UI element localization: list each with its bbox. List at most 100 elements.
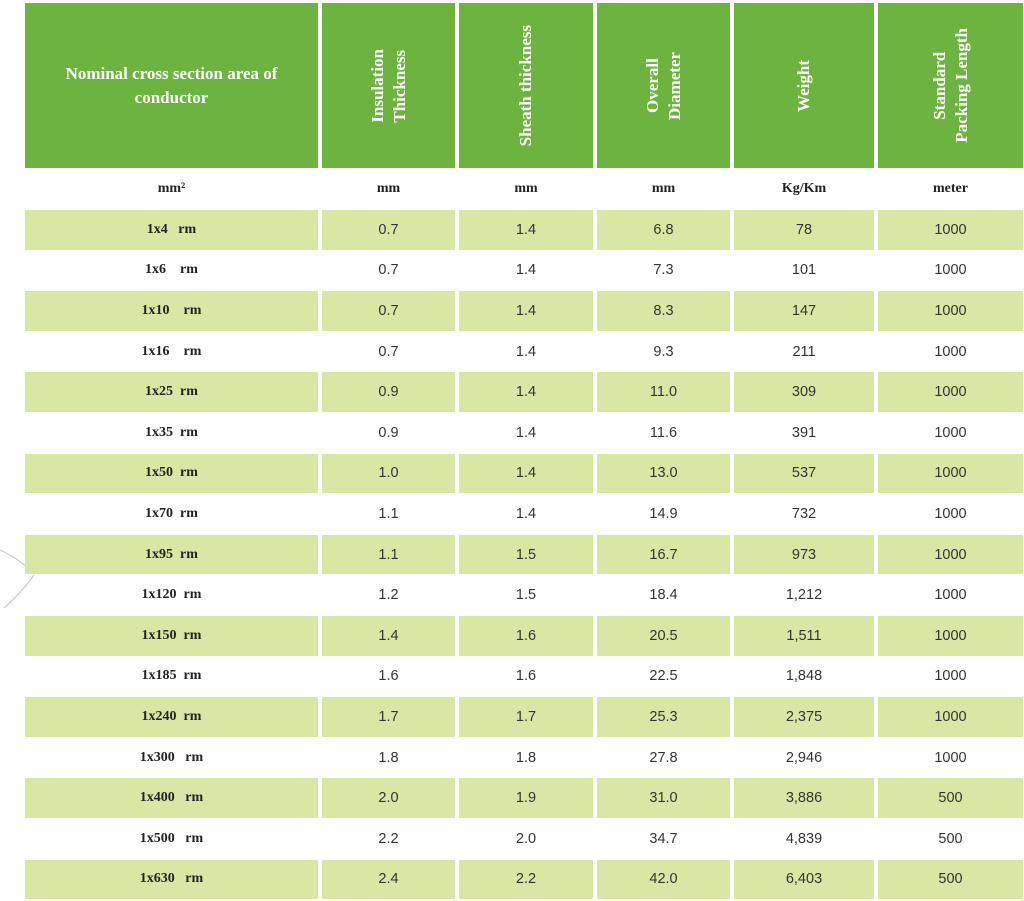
cell-packing-length: 1000 bbox=[878, 697, 1023, 738]
cell-diameter: 16.7 bbox=[597, 534, 734, 576]
cell-diameter: 11.0 bbox=[597, 372, 734, 413]
cell-cross-section: 1x185 rm bbox=[25, 656, 322, 698]
cell-cross-section: 1x25 rm bbox=[25, 372, 322, 413]
cell-cross-section: 1x50 rm bbox=[25, 453, 322, 495]
cell-sheath: 2.2 bbox=[459, 859, 597, 901]
cell-diameter: 31.0 bbox=[597, 778, 734, 819]
cell-cross-section: 1x150 rm bbox=[25, 615, 322, 657]
table-header-row: Nominal cross section area of conductor … bbox=[25, 3, 1023, 168]
cell-packing-length: 1000 bbox=[878, 534, 1023, 576]
unit-weight: Kg/Km bbox=[734, 168, 878, 210]
cell-sheath: 1.5 bbox=[459, 534, 597, 576]
cell-weight: 309 bbox=[734, 372, 878, 413]
cell-weight: 3,886 bbox=[734, 778, 878, 819]
cell-sheath: 1.4 bbox=[459, 291, 597, 332]
cell-insulation: 0.7 bbox=[322, 210, 459, 251]
table-row: 1x185 rm 1.6 1.6 22.5 1,848 1000 bbox=[25, 656, 1023, 698]
cell-weight: 2,375 bbox=[734, 697, 878, 738]
header-packing-label: Standard Packing Length bbox=[929, 28, 971, 143]
cell-insulation: 1.2 bbox=[322, 575, 459, 616]
cell-cross-section: 1x300 rm bbox=[25, 737, 322, 779]
cell-diameter: 6.8 bbox=[597, 210, 734, 251]
cell-insulation: 0.9 bbox=[322, 372, 459, 413]
header-sheath-thickness: Sheath thickness bbox=[459, 3, 597, 168]
cell-sheath: 1.5 bbox=[459, 575, 597, 616]
table-row: 1x10 rm 0.7 1.4 8.3 147 1000 bbox=[25, 291, 1023, 332]
cell-insulation: 1.4 bbox=[322, 615, 459, 657]
cell-insulation: 1.0 bbox=[322, 453, 459, 495]
cell-sheath: 1.4 bbox=[459, 331, 597, 373]
cell-diameter: 25.3 bbox=[597, 697, 734, 738]
cell-cross-section: 1x70 rm bbox=[25, 494, 322, 535]
cell-weight: 391 bbox=[734, 412, 878, 454]
cell-weight: 2,946 bbox=[734, 737, 878, 779]
cell-weight: 732 bbox=[734, 494, 878, 535]
cell-cross-section: 1x6 rm bbox=[25, 250, 322, 292]
cell-weight: 211 bbox=[734, 331, 878, 373]
cell-cross-section: 1x95 rm bbox=[25, 534, 322, 576]
cell-sheath: 1.4 bbox=[459, 210, 597, 251]
header-packing-length: Standard Packing Length bbox=[878, 3, 1023, 168]
cell-sheath: 2.0 bbox=[459, 818, 597, 860]
cell-weight: 4,839 bbox=[734, 818, 878, 860]
cell-insulation: 1.7 bbox=[322, 697, 459, 738]
table-row: 1x70 rm 1.1 1.4 14.9 732 1000 bbox=[25, 494, 1023, 535]
cell-insulation: 0.7 bbox=[322, 291, 459, 332]
cell-sheath: 1.6 bbox=[459, 656, 597, 698]
cell-insulation: 2.4 bbox=[322, 859, 459, 901]
cell-sheath: 1.4 bbox=[459, 412, 597, 454]
cell-packing-length: 1000 bbox=[878, 413, 1023, 454]
table-row: 1x300 rm 1.8 1.8 27.8 2,946 1000 bbox=[25, 737, 1023, 779]
cell-diameter: 18.4 bbox=[597, 575, 734, 616]
cell-diameter: 8.3 bbox=[597, 291, 734, 332]
table-row: 1x25 rm 0.9 1.4 11.0 309 1000 bbox=[25, 372, 1023, 413]
cell-weight: 1,848 bbox=[734, 656, 878, 698]
units-row: mm² mm mm mm Kg/Km meter bbox=[25, 168, 1023, 210]
header-cross-section: Nominal cross section area of conductor bbox=[25, 3, 322, 168]
cell-packing-length: 1000 bbox=[878, 657, 1023, 698]
cell-weight: 537 bbox=[734, 453, 878, 495]
header-insulation-thickness: Insulation Thickness bbox=[322, 3, 459, 168]
cell-packing-length: 500 bbox=[878, 778, 1023, 819]
cell-insulation: 2.0 bbox=[322, 778, 459, 819]
cell-packing-length: 1000 bbox=[878, 372, 1023, 413]
cell-sheath: 1.4 bbox=[459, 494, 597, 535]
cell-packing-length: 1000 bbox=[878, 575, 1023, 616]
cell-cross-section: 1x4 rm bbox=[25, 210, 322, 251]
cell-insulation: 1.6 bbox=[322, 656, 459, 698]
unit-diameter: mm bbox=[597, 168, 734, 210]
cell-cross-section: 1x240 rm bbox=[25, 697, 322, 738]
cell-insulation: 2.2 bbox=[322, 818, 459, 860]
header-weight-label: Weight bbox=[794, 59, 813, 112]
cell-diameter: 34.7 bbox=[597, 818, 734, 860]
table-row: 1x50 rm 1.0 1.4 13.0 537 1000 bbox=[25, 453, 1023, 495]
cell-packing-length: 1000 bbox=[878, 332, 1023, 373]
cell-sheath: 1.9 bbox=[459, 778, 597, 819]
unit-insulation: mm bbox=[322, 168, 459, 210]
cell-packing-length: 500 bbox=[878, 859, 1023, 901]
cell-diameter: 42.0 bbox=[597, 859, 734, 901]
cell-packing-length: 1000 bbox=[878, 494, 1023, 535]
cell-diameter: 11.6 bbox=[597, 412, 734, 454]
cell-sheath: 1.7 bbox=[459, 697, 597, 738]
header-sheath-label: Sheath thickness bbox=[516, 24, 535, 147]
header-insulation-label: Insulation Thickness bbox=[367, 48, 409, 123]
table-row: 1x35 rm 0.9 1.4 11.6 391 1000 bbox=[25, 412, 1023, 454]
table-row: 1x16 rm 0.7 1.4 9.3 211 1000 bbox=[25, 331, 1023, 373]
cell-sheath: 1.4 bbox=[459, 250, 597, 292]
cell-cross-section: 1x120 rm bbox=[25, 575, 322, 616]
cell-packing-length: 1000 bbox=[878, 615, 1023, 657]
cell-cross-section: 1x16 rm bbox=[25, 331, 322, 373]
cell-insulation: 0.7 bbox=[322, 331, 459, 373]
cell-diameter: 27.8 bbox=[597, 737, 734, 779]
cell-weight: 101 bbox=[734, 250, 878, 292]
table-row: 1x4 rm 0.7 1.4 6.8 78 1000 bbox=[25, 210, 1023, 251]
cell-insulation: 0.7 bbox=[322, 250, 459, 292]
cell-diameter: 22.5 bbox=[597, 656, 734, 698]
cell-insulation: 1.8 bbox=[322, 737, 459, 779]
header-overall-diameter: Overall Diameter bbox=[597, 3, 734, 168]
header-weight: Weight bbox=[734, 3, 878, 168]
cell-cross-section: 1x630 rm bbox=[25, 859, 322, 901]
cell-weight: 147 bbox=[734, 291, 878, 332]
cell-cross-section: 1x35 rm bbox=[25, 412, 322, 454]
